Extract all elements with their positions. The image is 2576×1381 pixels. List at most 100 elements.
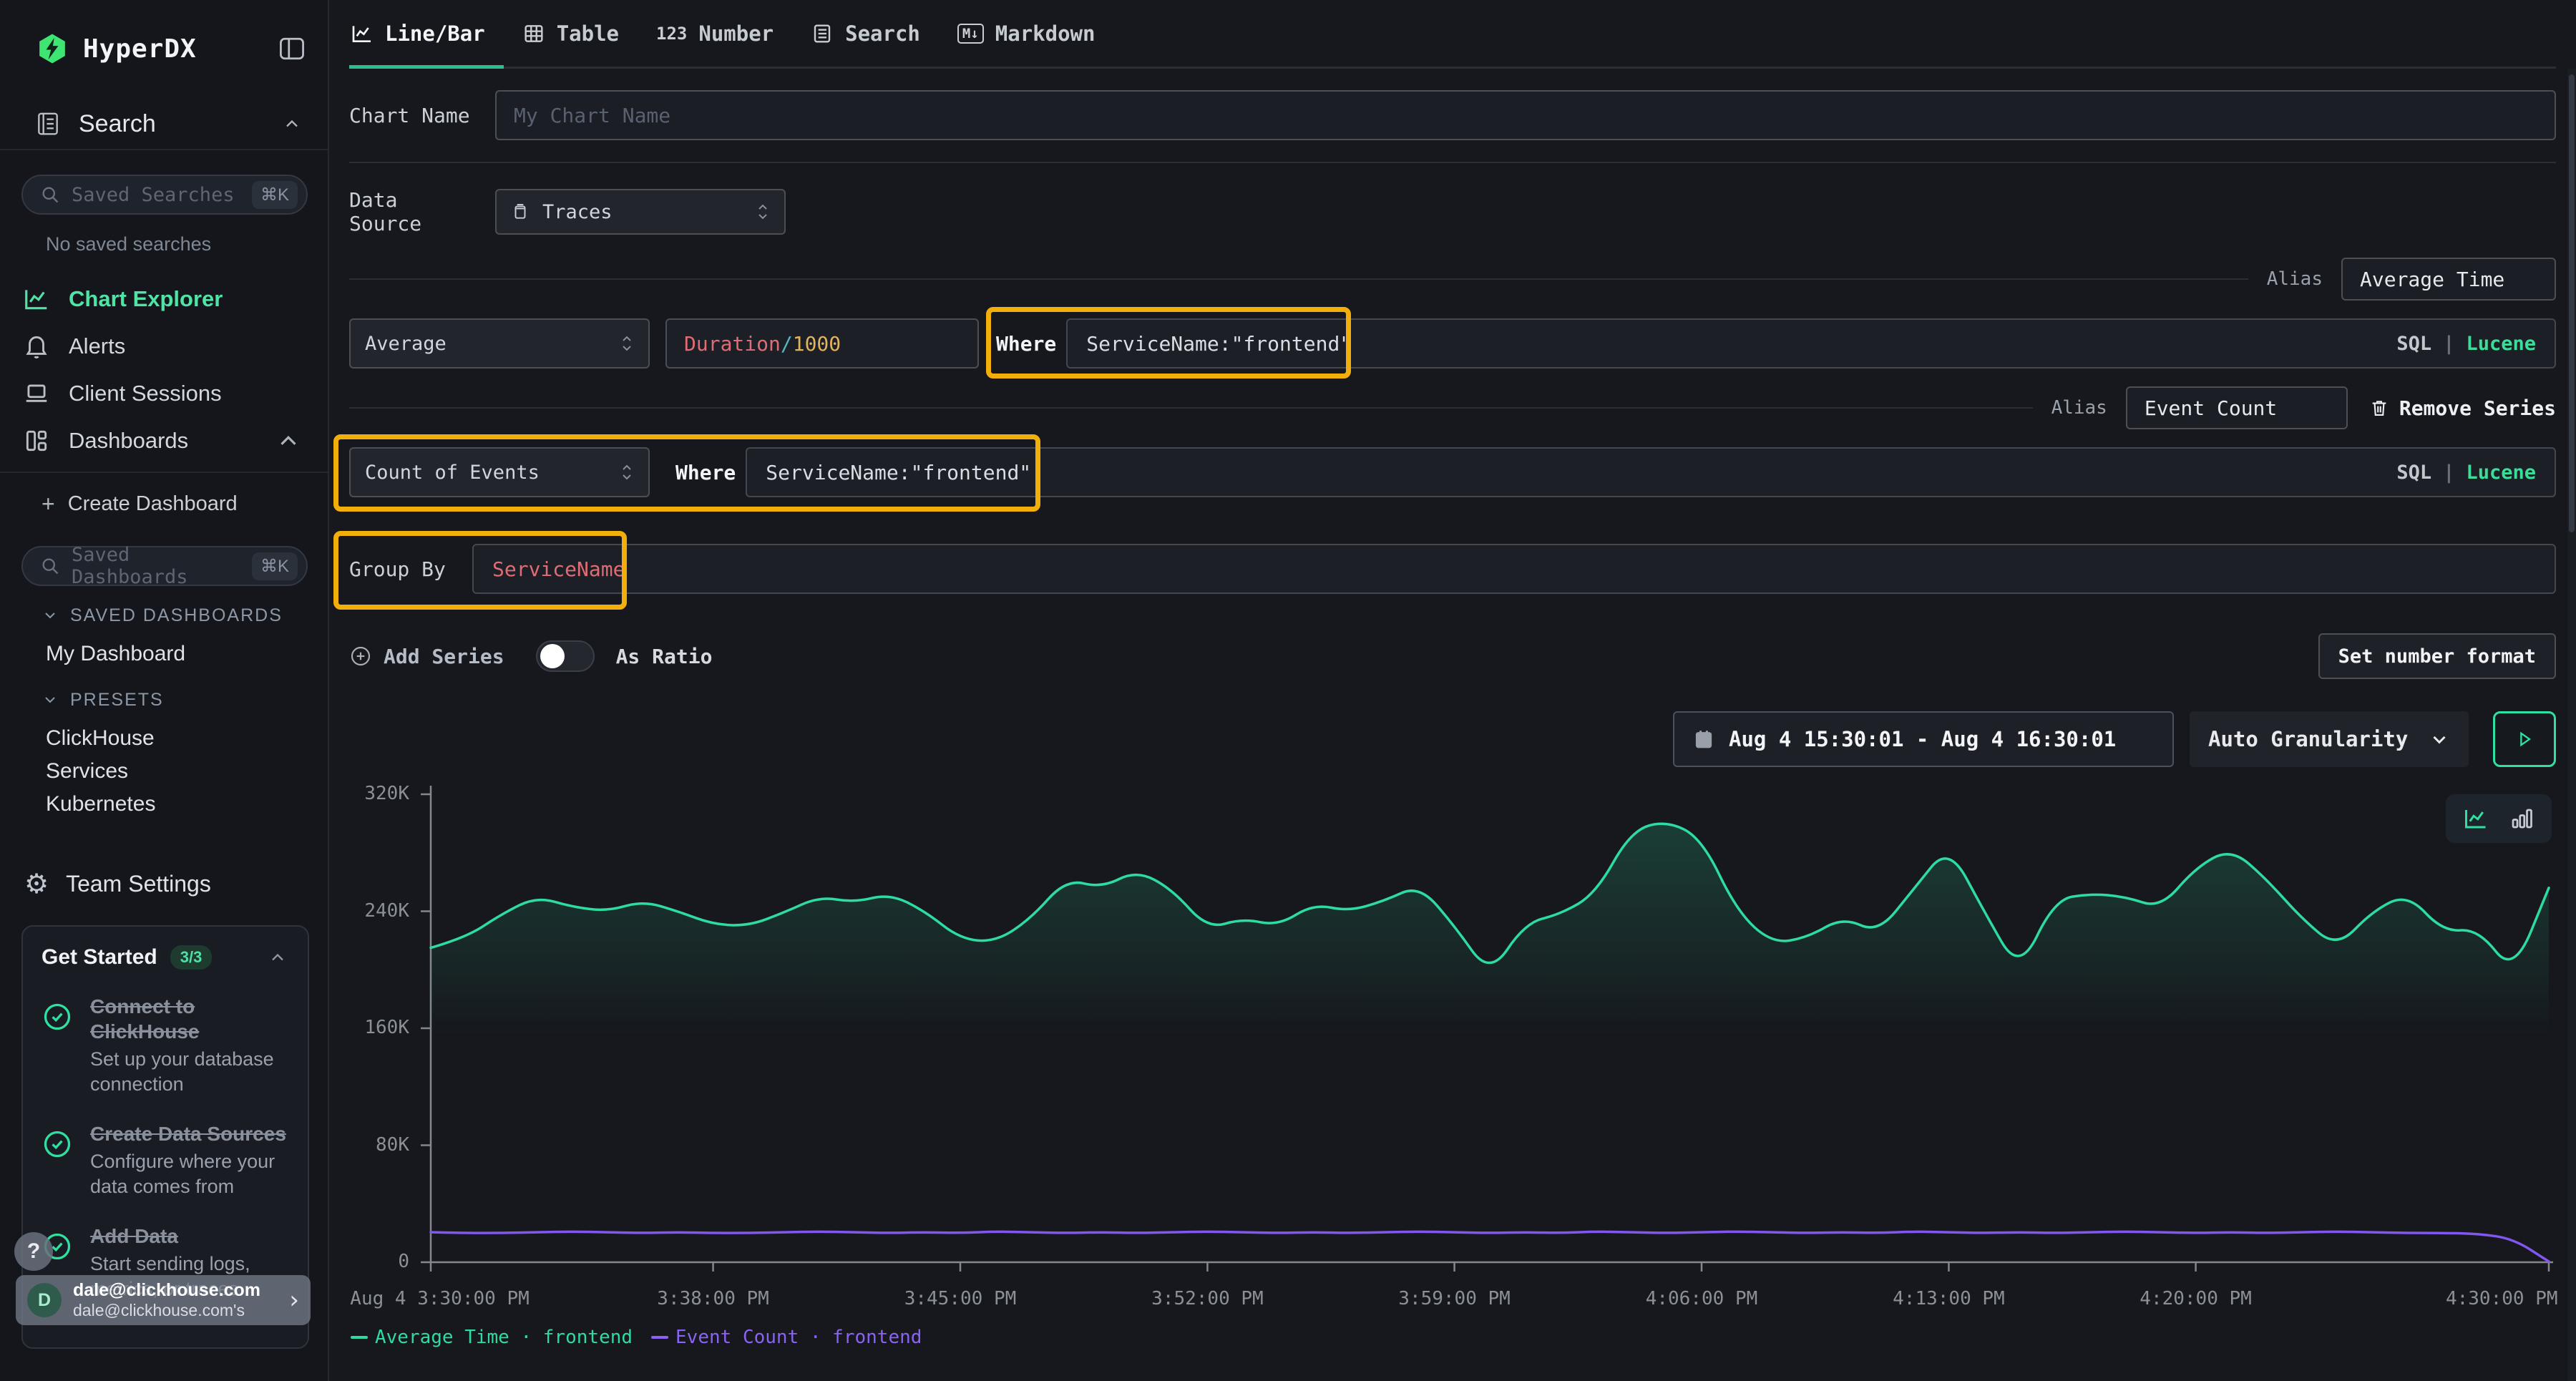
saved-dashboards-section-header[interactable]: SAVED DASHBOARDS: [0, 603, 328, 628]
line-chart-icon[interactable]: [2463, 806, 2489, 831]
calendar-icon: [1695, 731, 1712, 748]
run-query-button[interactable]: [2493, 711, 2556, 767]
chevron-up-icon[interactable]: [268, 947, 288, 967]
series1-row: Average Duration/1000 Where ServiceName:…: [349, 318, 2556, 369]
shortcut-badge: ⌘K: [251, 552, 298, 580]
toggle-knob: [540, 644, 565, 668]
shortcut-badge: ⌘K: [251, 180, 298, 209]
sidebar-item-kubernetes[interactable]: Kubernetes: [46, 792, 156, 816]
lucene-toggle[interactable]: Lucene: [2466, 461, 2536, 484]
app-title: HyperDX: [83, 34, 197, 64]
series1-aggregation-select[interactable]: Average: [349, 318, 650, 369]
data-source-row: Data Source Traces: [349, 188, 2556, 235]
sql-toggle[interactable]: SQL: [2396, 332, 2432, 355]
series1-where-label: Where: [996, 331, 1057, 356]
granularity-select[interactable]: Auto Granularity: [2190, 711, 2469, 767]
series2-alias-row: Alias Remove Series: [349, 386, 2556, 429]
date-range-input[interactable]: Aug 4 15:30:01 - Aug 4 16:30:01: [1673, 711, 2174, 767]
create-dashboard-button[interactable]: + Create Dashboard: [42, 490, 238, 517]
data-source-select[interactable]: Traces: [495, 189, 786, 235]
series1-alias-input[interactable]: [2341, 258, 2556, 301]
search-icon: [42, 187, 59, 203]
chevron-right-icon: ›: [289, 1286, 299, 1314]
x-tick-label: 4:06:00 PM: [1645, 1288, 1758, 1309]
series2-alias-input[interactable]: [2125, 386, 2348, 429]
legend-item[interactable]: Event Count · frontend: [651, 1327, 922, 1348]
series1-where-input[interactable]: ServiceName:"frontend" SQL | Lucene: [1066, 318, 2556, 369]
get-started-title: Get Started: [42, 945, 157, 969]
select-chevrons-icon: [623, 464, 631, 480]
sidebar-search-label: Search: [79, 109, 156, 137]
laptop-icon: [26, 384, 47, 402]
get-started-item[interactable]: Create Data Sources Configure where your…: [42, 1121, 288, 1199]
x-tick-label: 3:45:00 PM: [904, 1288, 1017, 1309]
chevron-up-icon[interactable]: [275, 427, 302, 454]
sql-toggle[interactable]: SQL: [2396, 461, 2432, 484]
query-language-toggle[interactable]: SQL | Lucene: [2396, 461, 2536, 484]
chart-legend: Average Time · frontend Event Count · fro…: [351, 1327, 922, 1348]
chart-area: 320K 240K 160K 80K 0 Aug 4 3:30:00 PM 3:38:00…: [349, 779, 2557, 1351]
divider: [349, 407, 2033, 409]
search-section: Search: [0, 103, 328, 150]
chevron-down-icon: [2433, 736, 2446, 744]
x-tick-label: 4:20:00 PM: [2140, 1288, 2252, 1309]
sidebar-item-dashboards[interactable]: Dashboards: [0, 417, 328, 464]
tab-table[interactable]: Table: [504, 0, 638, 67]
series2-aggregation-select[interactable]: Count of Events: [349, 447, 650, 497]
chart-name-input[interactable]: [495, 90, 2556, 140]
saved-dashboards-input[interactable]: Saved Dashboards ⌘K: [21, 544, 308, 588]
get-started-item[interactable]: Connect to ClickHouse Set up your databa…: [42, 994, 288, 1097]
collapse-sidebar-icon[interactable]: [276, 33, 308, 64]
presets-section-header[interactable]: PRESETS: [0, 688, 328, 712]
lucene-toggle[interactable]: Lucene: [2466, 332, 2536, 355]
tab-line-bar[interactable]: Line/Bar: [349, 0, 504, 69]
sidebar-item-chart-explorer[interactable]: Chart Explorer: [0, 275, 328, 323]
sidebar-item-search[interactable]: Search: [0, 103, 328, 145]
get-started-progress-badge: 3/3: [170, 945, 213, 970]
saved-searches-input[interactable]: Saved Searches ⌘K: [21, 175, 308, 215]
remove-series-button[interactable]: Remove Series: [2369, 396, 2556, 420]
group-by-input[interactable]: ServiceName: [472, 544, 2556, 594]
divider: [349, 278, 2248, 280]
database-icon: [514, 204, 526, 219]
scrollbar-thumb[interactable]: [2569, 74, 2575, 532]
sidebar-item-services[interactable]: Services: [46, 759, 129, 783]
series2-where-input[interactable]: ServiceName:"frontend" SQL | Lucene: [746, 447, 2556, 497]
legend-label: Average Time · frontend: [375, 1327, 633, 1348]
series1-field-input[interactable]: Duration/1000: [665, 318, 979, 369]
bar-chart-icon[interactable]: [2509, 806, 2534, 831]
scrollbar[interactable]: [2567, 69, 2576, 1381]
group-by-label: Group By: [349, 557, 446, 581]
legend-item[interactable]: Average Time · frontend: [351, 1327, 633, 1348]
no-saved-searches-text: No saved searches: [46, 233, 212, 255]
sidebar-item-client-sessions[interactable]: Client Sessions: [0, 370, 328, 417]
time-controls-row: Aug 4 15:30:01 - Aug 4 16:30:01 Auto Gra…: [349, 711, 2556, 767]
tab-search[interactable]: Search: [792, 0, 939, 67]
as-ratio-toggle[interactable]: [535, 640, 595, 672]
chart-name-label: Chart Name: [349, 103, 470, 127]
sidebar: HyperDX Search Saved Searches ⌘K No save…: [0, 0, 329, 1381]
dashboard-grid-icon: [26, 430, 47, 452]
help-button[interactable]: ?: [14, 1232, 53, 1271]
sidebar-item-my-dashboard[interactable]: My Dashboard: [46, 642, 186, 665]
user-menu[interactable]: D dale@clickhouse.com dale@clickhouse.co…: [16, 1275, 311, 1325]
chevron-up-icon[interactable]: [282, 114, 302, 134]
x-tick-label: 3:38:00 PM: [657, 1288, 769, 1309]
add-series-button[interactable]: Add Series: [349, 645, 504, 668]
sidebar-item-team-settings[interactable]: ⚙ Team Settings: [24, 868, 211, 899]
tab-number[interactable]: 123 Number: [656, 21, 774, 46]
check-circle-icon: [44, 1131, 71, 1158]
sidebar-item-clickhouse[interactable]: ClickHouse: [46, 726, 155, 750]
set-number-format-button[interactable]: Set number format: [2318, 633, 2556, 679]
check-circle-icon: [44, 1003, 71, 1030]
saved-dashboards-placeholder: Saved Dashboards: [72, 544, 188, 588]
x-tick-label: 3:59:00 PM: [1398, 1288, 1511, 1309]
tab-markdown[interactable]: M↓ Markdown: [939, 0, 1114, 67]
sidebar-item-alerts[interactable]: Alerts: [0, 323, 328, 370]
list-document-icon: [814, 24, 831, 43]
markdown-icon: M↓: [957, 23, 984, 44]
chart-svg[interactable]: [421, 779, 2556, 1279]
query-language-toggle[interactable]: SQL | Lucene: [2396, 332, 2536, 355]
as-ratio-label: As Ratio: [615, 644, 713, 668]
data-source-label: Data Source: [349, 188, 422, 235]
